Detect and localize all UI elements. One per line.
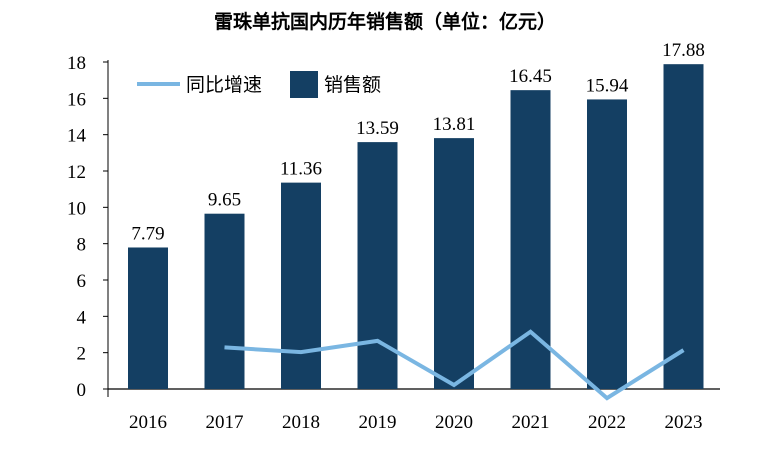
data-label: 9.65 [208,190,241,211]
bar [357,142,398,389]
x-tick-label: 2019 [359,412,397,433]
bar [663,64,704,390]
x-tick-label: 2016 [129,412,167,433]
bar [281,182,321,389]
y-tick-label: 10 [67,198,86,219]
data-label: 13.59 [356,118,399,139]
y-tick-label: 0 [77,380,87,401]
y-tick-label: 12 [67,162,86,183]
x-tick-label: 2022 [588,412,626,433]
y-tick-label: 8 [77,235,87,256]
y-tick-label: 2 [77,344,87,365]
x-tick-label: 2018 [282,412,320,433]
y-tick-label: 18 [67,53,86,74]
data-label: 17.88 [662,40,705,61]
legend-label: 同比增速 [186,74,262,96]
x-tick-label: 2021 [512,412,550,433]
y-tick-label: 14 [67,126,87,147]
data-label: 13.81 [433,114,476,135]
x-tick-label: 2020 [435,412,473,433]
legend-label: 销售额 [324,74,381,96]
data-label: 7.79 [131,223,164,244]
legend-bar-swatch [290,71,318,98]
chart-title: 雷珠单抗国内历年销售额（单位：亿元） [214,10,556,33]
y-tick-label: 6 [77,271,87,292]
x-tick-label: 2023 [665,412,703,433]
x-tick-label: 2017 [206,412,244,433]
bar [128,247,168,389]
bar [204,213,245,389]
bar [587,99,627,389]
y-tick-label: 4 [77,307,87,328]
data-label: 11.36 [280,159,322,180]
data-label: 16.45 [509,66,552,87]
data-label: 15.94 [586,75,629,96]
y-tick-label: 16 [67,89,86,110]
bar [434,138,474,389]
